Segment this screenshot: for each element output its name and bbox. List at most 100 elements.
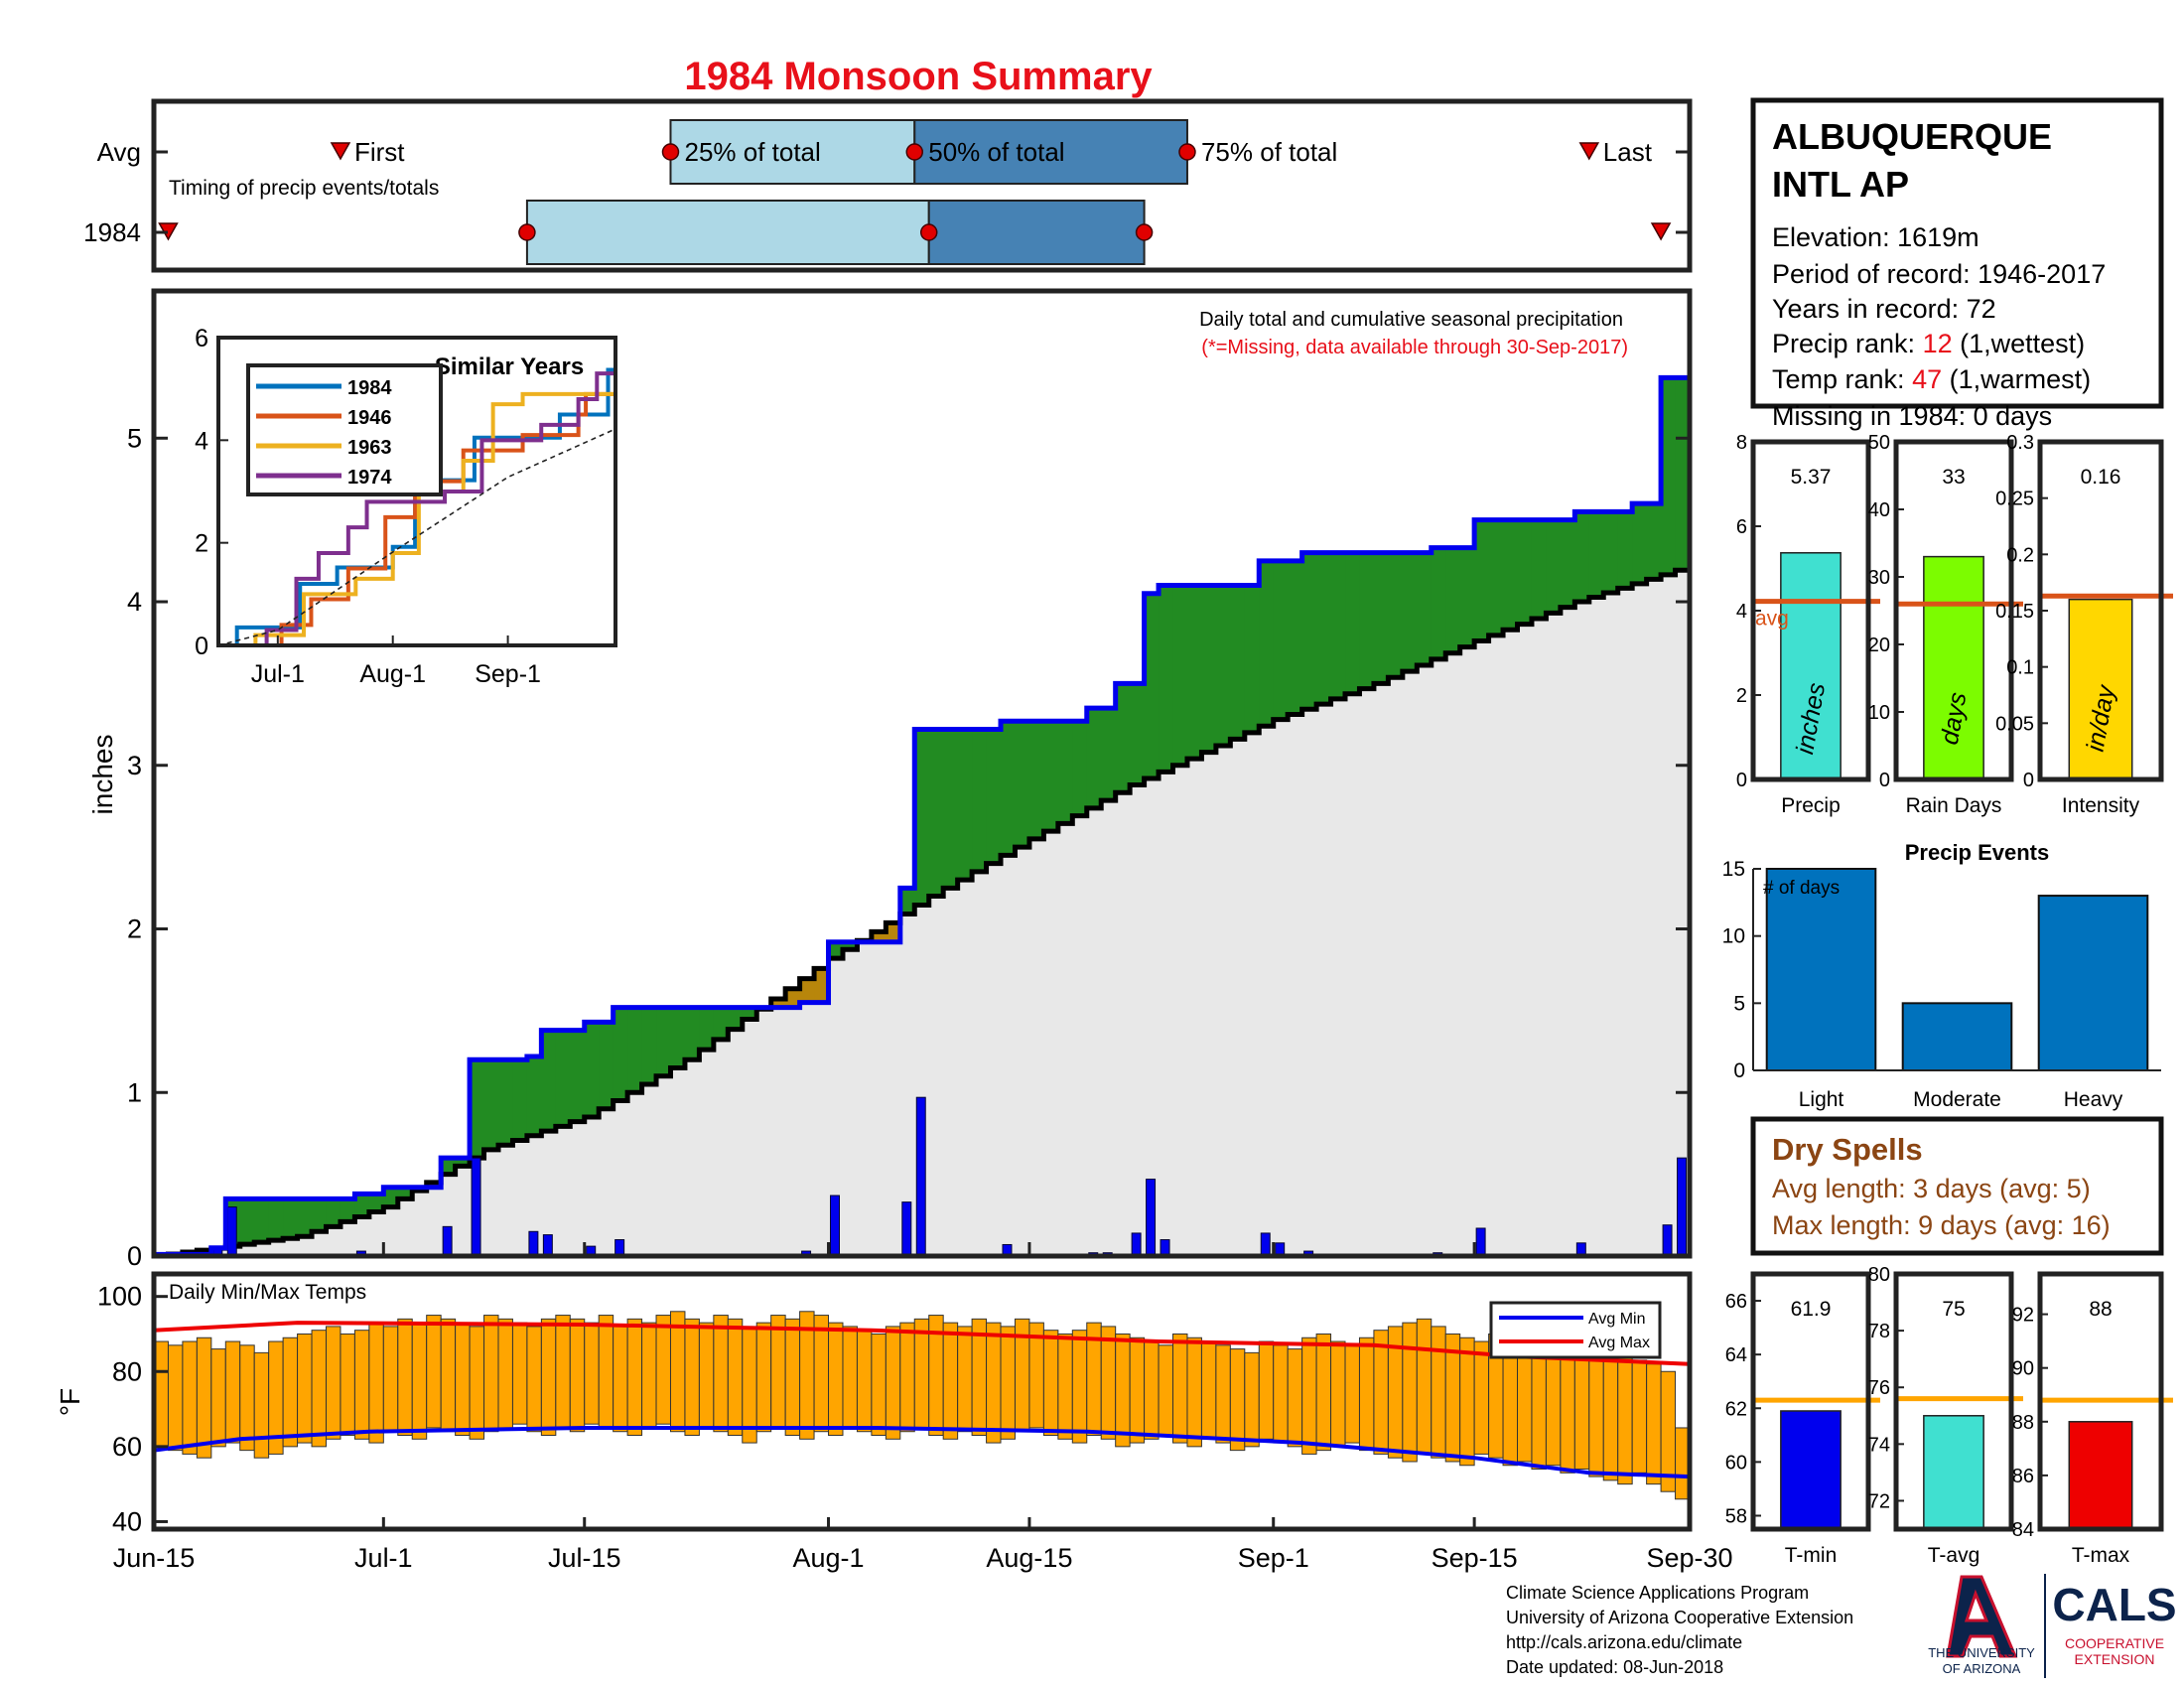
surplus-fill-segment — [1388, 552, 1404, 678]
footer-line4: Date updated: 08-Jun-2018 — [1506, 1657, 1723, 1677]
inset-legend-label-1946: 1946 — [347, 407, 392, 429]
daily-temp-bar — [1244, 1351, 1260, 1448]
daily-precip-bar — [1131, 1232, 1142, 1257]
mini-ytick-label: 88 — [2012, 1412, 2034, 1434]
events-category-label: Moderate — [1913, 1088, 2001, 1111]
daily-temp-bar — [1129, 1336, 1146, 1444]
surplus-fill-segment — [1560, 519, 1575, 608]
surplus-fill-segment — [914, 729, 930, 906]
surplus-fill-segment — [1273, 560, 1289, 720]
daily-temp-bar — [856, 1330, 873, 1433]
daily-temp-bar — [253, 1351, 270, 1459]
surplus-fill-segment — [1301, 552, 1317, 710]
daily-temp-bar — [210, 1348, 226, 1448]
mini-ytick-label: 66 — [1725, 1291, 1747, 1313]
daily-temp-bar — [684, 1318, 700, 1437]
daily-precip-bar — [1662, 1224, 1673, 1257]
date-axis-labels: Jun-15 Jul-1 Jul-15 Aug-1 Aug-15 Sep-1 Sep-15 S… — [113, 1543, 1733, 1573]
daily-temp-bar — [1416, 1318, 1433, 1455]
mini-ytick-label: 0.2 — [2006, 544, 2034, 566]
mini-ytick-label: 0.05 — [1995, 713, 2034, 735]
year-cumulative-line — [154, 374, 1690, 1257]
timing-row-label-avg: Avg — [97, 137, 141, 167]
surplus-fill-segment — [842, 941, 859, 950]
surplus-fill-segment — [1001, 721, 1017, 856]
temps-legend-label-avg-min: Avg Min — [1588, 1311, 1646, 1328]
surplus-fill-segment — [1215, 585, 1231, 746]
daily-temp-bar — [1573, 1351, 1590, 1471]
surplus-fill-segment — [1488, 519, 1504, 635]
mini-ytick-label: 72 — [1868, 1490, 1890, 1512]
university-of-arizona-logo: THE UNIVERSITY OF ARIZONA CALS COOPERATI… — [1928, 1574, 2177, 1678]
inset-legend-label-1974: 1974 — [347, 467, 392, 489]
main-ytick-label: 4 — [127, 587, 142, 617]
inset-legend: 1984 1946 1963 1974 — [256, 377, 392, 489]
mini-ytick-label: 0 — [1879, 770, 1890, 791]
surplus-fill-segment — [1417, 552, 1433, 666]
mini-ytick-label: 50 — [1868, 432, 1890, 454]
surplus-fill-segment — [268, 1198, 284, 1241]
daily-temp-bar — [1057, 1333, 1073, 1440]
daily-temp-bar — [1459, 1336, 1475, 1467]
events-ytick-label: 5 — [1733, 992, 1745, 1015]
station-elevation: Elevation: 1619m — [1772, 222, 1979, 252]
inset-legend-label-1963: 1963 — [347, 437, 392, 459]
timing-avg-marker-last — [1578, 142, 1600, 161]
mini-ytick-label: 0.15 — [1995, 601, 2034, 623]
mini-axis-label-Intensity: Intensity — [2062, 794, 2140, 817]
daily-temp-bar — [755, 1322, 772, 1433]
surplus-fill-segment — [497, 1059, 514, 1146]
mini-ytick-label: 90 — [2012, 1358, 2034, 1380]
daily-temp-bar — [353, 1330, 370, 1440]
date-axis-label: Sep-15 — [1432, 1543, 1518, 1573]
surplus-fill-segment — [470, 1059, 485, 1159]
mini-axis-label-Rain Days: Rain Days — [1906, 794, 2002, 817]
surplus-fill-segment — [555, 1030, 571, 1127]
daily-temp-bar — [1158, 1344, 1174, 1437]
surplus-fill-segment — [627, 1007, 643, 1093]
mini-axis-label-T-min: T-min — [1785, 1544, 1838, 1567]
surplus-fill-segment — [728, 1007, 744, 1030]
timing-caption: Timing of precip events/totals — [169, 177, 439, 200]
surplus-fill-segment — [1130, 683, 1146, 785]
daily-temp-bar — [555, 1315, 571, 1429]
surplus-fill-segment — [254, 1198, 270, 1243]
daily-temp-bar — [282, 1336, 299, 1448]
surplus-fill-segment — [526, 1056, 542, 1136]
daily-precip-bar — [901, 1201, 912, 1257]
date-axis-label: Sep-1 — [1238, 1543, 1309, 1573]
station-name-line1: ALBUQUERQUE — [1772, 116, 2052, 157]
inset-title: Similar Years — [435, 353, 584, 380]
cumulative-chart-legend-line2: (*=Missing, data available through 30-Se… — [1201, 337, 1628, 358]
temps-legend-box — [1489, 1301, 1662, 1359]
daily-temp-bar — [1531, 1340, 1547, 1471]
surplus-fill-segment — [1359, 552, 1375, 689]
surplus-fill-segment — [570, 1030, 586, 1122]
surplus-fill-segment — [297, 1198, 313, 1237]
daily-temp-bar — [742, 1326, 757, 1444]
daily-temp-bar — [540, 1318, 557, 1437]
temps-ytick-label: 100 — [97, 1282, 142, 1312]
inset-ytick-label: 4 — [195, 427, 208, 455]
timing-avg-marker-p75 — [1178, 143, 1196, 161]
mini-ytick-label: 64 — [1725, 1344, 1747, 1366]
surplus-fill-segment — [641, 1007, 657, 1085]
cumulative-chart-frame — [151, 288, 1693, 1259]
events-bar-heavy — [2037, 895, 2149, 1071]
daily-temp-bar — [397, 1318, 413, 1437]
surplus-fill-segment — [1617, 511, 1633, 589]
mini-ytick-label: 86 — [2012, 1466, 2034, 1487]
daily-precip-bar — [471, 1157, 481, 1257]
timing-label-p75: 75% of total — [1201, 137, 1337, 167]
daily-temp-bar — [469, 1326, 485, 1440]
daily-temp-bar — [1473, 1340, 1490, 1455]
surplus-fill-segment — [713, 1007, 729, 1040]
daily-temp-bar — [511, 1322, 528, 1425]
surplus-fill-segment — [828, 941, 844, 959]
surplus-fill-segment — [1186, 585, 1203, 760]
mini-bar-T-min — [1780, 1410, 1842, 1530]
main-ytick-label: 3 — [127, 751, 142, 780]
deficit-fill-segment — [799, 978, 815, 1003]
daily-temp-bar — [1144, 1340, 1160, 1440]
mini-panel-frame-Rain Days — [1893, 439, 2014, 782]
